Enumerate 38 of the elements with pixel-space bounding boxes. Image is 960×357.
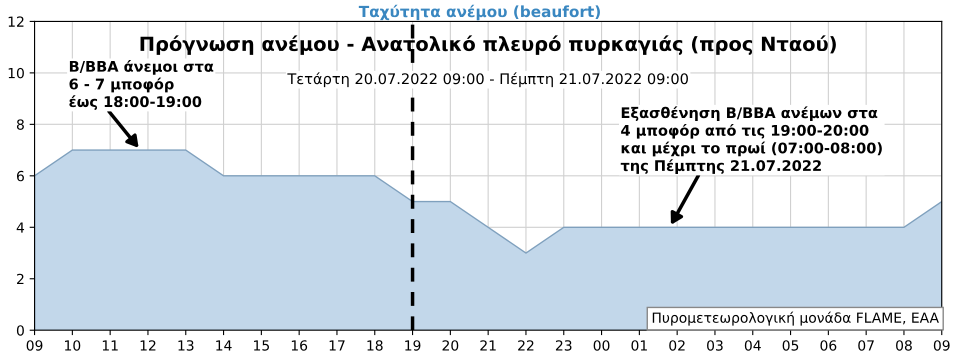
y-tick-label: 12	[8, 16, 24, 27]
x-tick-label: 09	[934, 340, 950, 351]
chart-title: Ταχύτητα ανέμου (beaufort)	[358, 4, 600, 20]
x-tick-label: 12	[140, 340, 156, 350]
y-tick-label: 10	[8, 68, 24, 78]
annotation: Πυρομετεωρολογική μονάδα FLAME, EAA	[652, 312, 939, 326]
annotation: Β/ΒΒΑ άνεμοι στα 6 - 7 μποφόρ έως 18:00-19:00	[69, 60, 214, 110]
x-tick-label: 09	[26, 340, 42, 351]
x-tick-label: 00	[594, 340, 610, 351]
annotation: Τετάρτη 20.07.2022 09:00 - Πέμπτη 21.07.2022 09:00	[287, 72, 688, 88]
x-tick-label: 04	[744, 340, 761, 351]
x-tick-label: 10	[65, 340, 80, 351]
x-tick-label: 13	[178, 340, 194, 351]
y-tick-label: 2	[17, 274, 24, 284]
x-tick-label: 06	[820, 340, 836, 351]
x-tick-label: 20	[442, 340, 458, 351]
y-tick-label: 4	[16, 222, 24, 233]
y-tick-label: 6	[16, 170, 24, 182]
x-tick-label: 05	[782, 340, 798, 351]
x-tick-label: 17	[330, 340, 345, 350]
x-tick-label: 22	[518, 340, 534, 350]
x-tick-label: 14	[216, 340, 232, 350]
y-tick-label: 8	[16, 119, 24, 130]
x-tick-label: 15	[254, 340, 269, 351]
x-tick-label: 11	[102, 340, 118, 350]
x-tick-label: 19	[405, 340, 420, 351]
x-tick-label: 02	[669, 340, 685, 351]
x-tick-label: 18	[367, 340, 383, 351]
text: Πρόγνωση ανέμου - Ανατολικό πλευρό πυρκαγιάς (προς Νταού)	[140, 35, 836, 55]
annotation: Εξασθένηση Β/ΒΒΑ ανέμων στα 4 μποφόρ από τις 19:00-20:00 και μέχρι το πρωί (07:00-08:00) της Πέμπτης 21.07.2022	[620, 106, 882, 174]
x-tick-label: 07	[858, 340, 874, 351]
x-tick-label: 16	[292, 340, 308, 351]
x-tick-label: 03	[707, 340, 723, 351]
x-tick-label: 23	[556, 340, 572, 351]
x-tick-label: 21	[480, 340, 496, 350]
y-tick-label: 0	[16, 325, 24, 336]
x-tick-label: 08	[896, 340, 912, 351]
x-tick-label: 01	[631, 340, 647, 351]
